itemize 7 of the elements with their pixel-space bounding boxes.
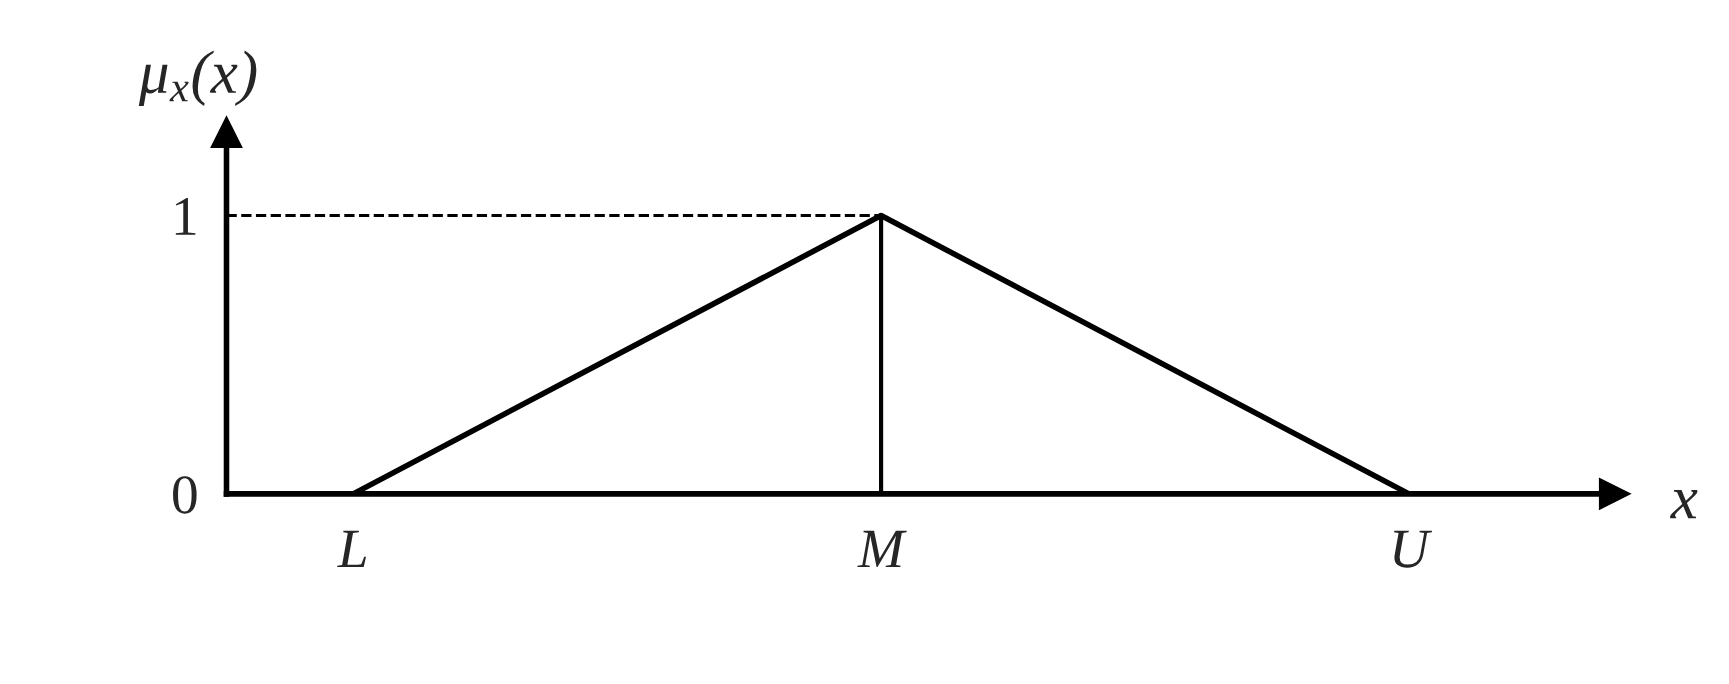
- x-tick-label: L: [337, 530, 367, 568]
- y-tick-label: 0: [173, 476, 197, 514]
- x-tick-label: U: [1394, 530, 1433, 568]
- y-axis-title: μ$_{x}$(x): [138, 50, 257, 106]
- x-axis-title: x: [1670, 490, 1698, 519]
- x-tick-label: M: [857, 530, 907, 568]
- y-tick-label: 1: [175, 198, 196, 235]
